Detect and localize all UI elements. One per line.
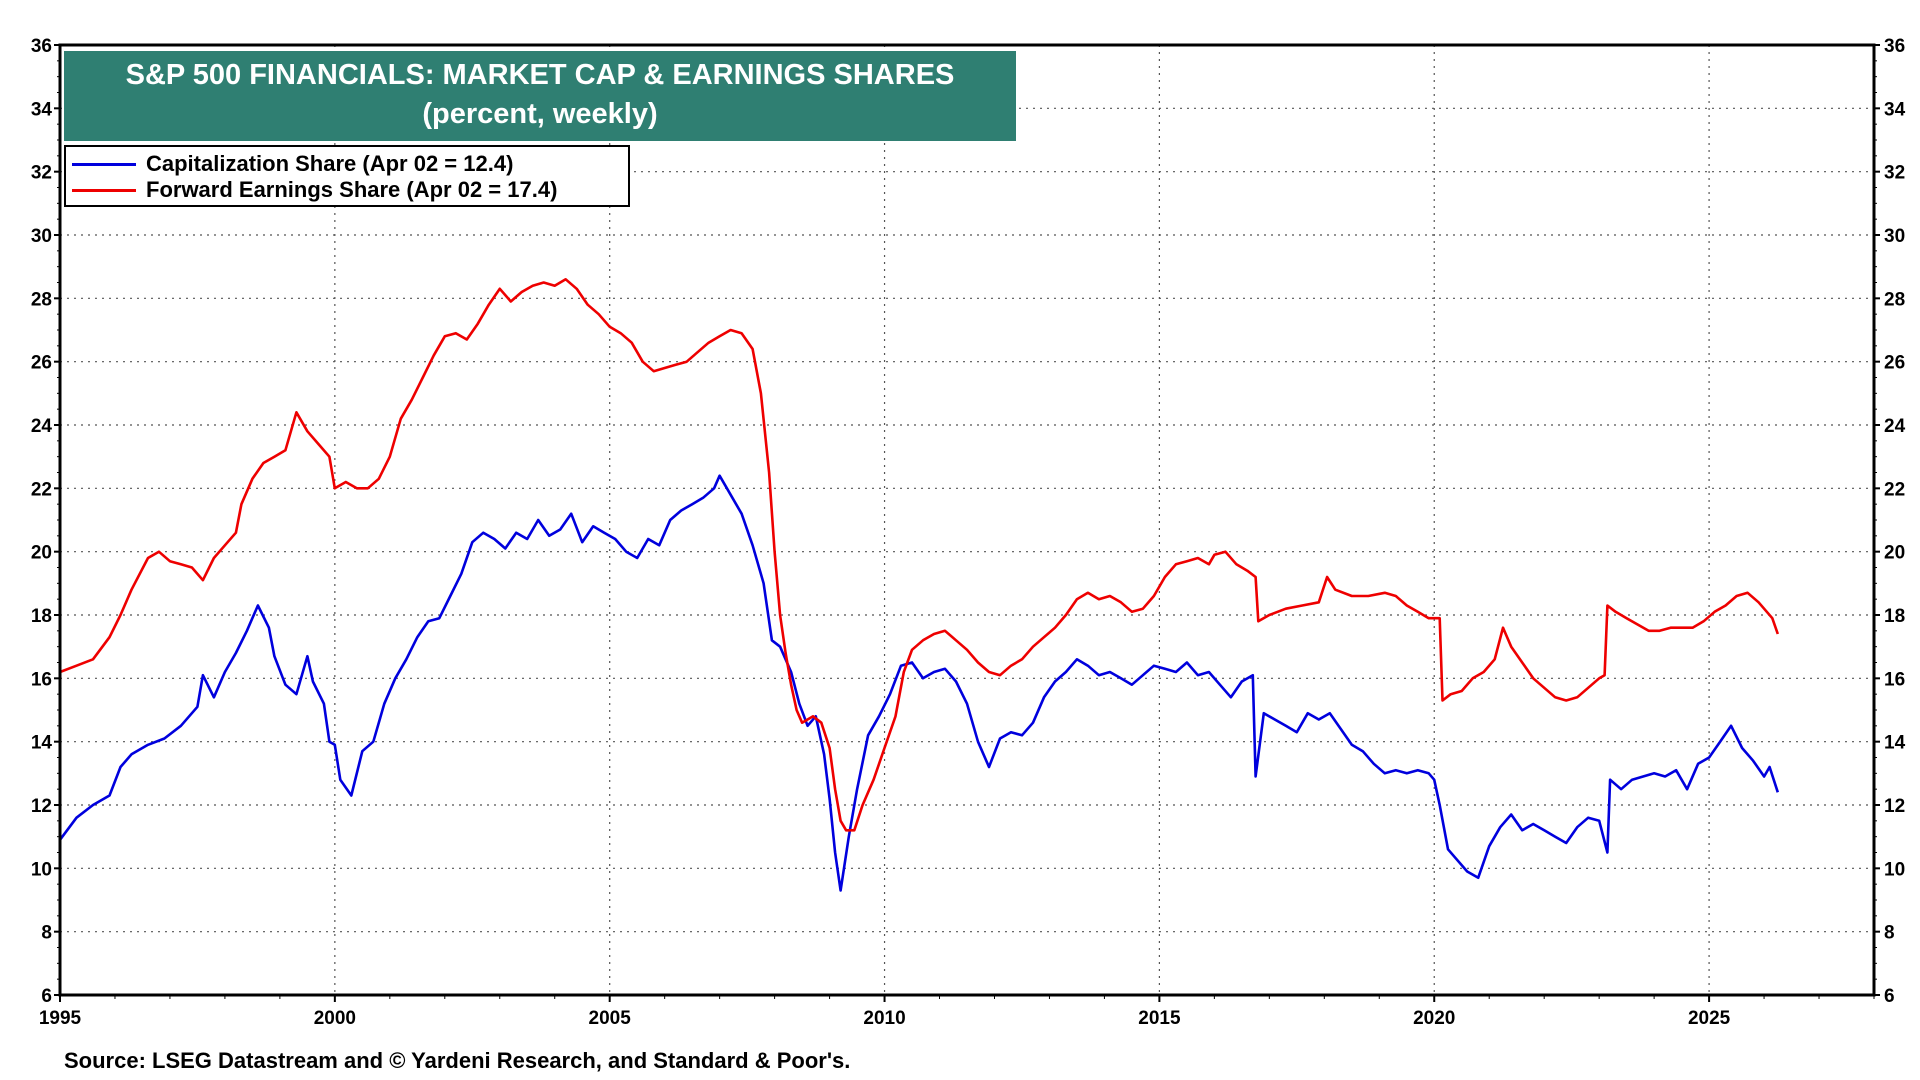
y-tick-label-right: 10	[1884, 859, 1905, 880]
series-line-forward-earnings-share	[59, 278, 1780, 832]
y-tick-label-left: 8	[41, 923, 52, 944]
y-tick-label-right: 24	[1884, 416, 1906, 437]
axis-ticks	[54, 44, 1880, 1002]
y-tick-label-right: 26	[1884, 353, 1905, 374]
chart-subtitle: (percent, weekly)	[422, 98, 658, 130]
y-tick-label-right: 22	[1884, 479, 1905, 500]
y-tick-label-right: 32	[1884, 163, 1905, 184]
legend: Capitalization Share (Apr 02 = 12.4) For…	[64, 145, 630, 207]
y-tick-label-right: 30	[1884, 226, 1905, 247]
y-tick-label-left: 18	[31, 606, 52, 627]
y-tick-label-right: 28	[1884, 289, 1905, 310]
legend-label-forward-earnings: Forward Earnings Share (Apr 02 = 17.4)	[146, 177, 558, 202]
x-tick-label: 2025	[1688, 1008, 1731, 1029]
y-tick-label-left: 36	[31, 36, 52, 57]
y-tick-label-right: 18	[1884, 606, 1905, 627]
x-tick-label: 2005	[589, 1008, 632, 1029]
legend-label-capitalization: Capitalization Share (Apr 02 = 12.4)	[146, 151, 514, 176]
y-tick-label-left: 22	[31, 479, 52, 500]
chart-title-box: S&P 500 FINANCIALS: MARKET CAP & EARNING…	[64, 51, 1016, 141]
y-tick-label-right: 14	[1884, 733, 1906, 754]
x-tick-label: 2020	[1413, 1008, 1455, 1029]
y-tick-label-left: 32	[31, 163, 52, 184]
x-tick-label: 2015	[1138, 1008, 1181, 1029]
x-tick-label: 2010	[863, 1008, 905, 1029]
y-tick-label-left: 14	[31, 733, 53, 754]
x-tick-label: 1995	[39, 1008, 82, 1029]
source-note: Source: LSEG Datastream and © Yardeni Re…	[64, 1048, 851, 1073]
y-tick-label-right: 16	[1884, 669, 1905, 690]
y-tick-label-left: 12	[31, 796, 52, 817]
y-tick-label-right: 20	[1884, 543, 1905, 564]
x-tick-label: 2000	[314, 1008, 356, 1029]
legend-item-forward-earnings: Forward Earnings Share (Apr 02 = 17.4)	[72, 177, 557, 203]
y-tick-label-right: 12	[1884, 796, 1905, 817]
y-tick-label-left: 26	[31, 353, 52, 374]
y-tick-label-left: 16	[31, 669, 52, 690]
legend-item-capitalization: Capitalization Share (Apr 02 = 12.4)	[72, 151, 513, 177]
chart-title: S&P 500 FINANCIALS: MARKET CAP & EARNING…	[125, 59, 955, 91]
y-tick-label-left: 24	[31, 416, 53, 437]
y-tick-label-right: 6	[1884, 986, 1895, 1007]
y-tick-label-right: 36	[1884, 36, 1905, 57]
series-lines	[58, 278, 1780, 892]
y-tick-label-left: 10	[31, 859, 52, 880]
y-tick-label-left: 28	[31, 289, 52, 310]
y-tick-label-left: 6	[41, 986, 52, 1007]
y-tick-label-left: 30	[31, 226, 52, 247]
y-tick-label-left: 20	[31, 543, 52, 564]
y-tick-label-right: 34	[1884, 99, 1906, 120]
legend-swatch-forward-earnings	[72, 188, 136, 192]
legend-swatch-capitalization	[72, 162, 136, 166]
y-tick-label-right: 8	[1884, 923, 1895, 944]
y-tick-label-left: 34	[31, 99, 53, 120]
series-line-capitalization-share	[58, 474, 1780, 892]
